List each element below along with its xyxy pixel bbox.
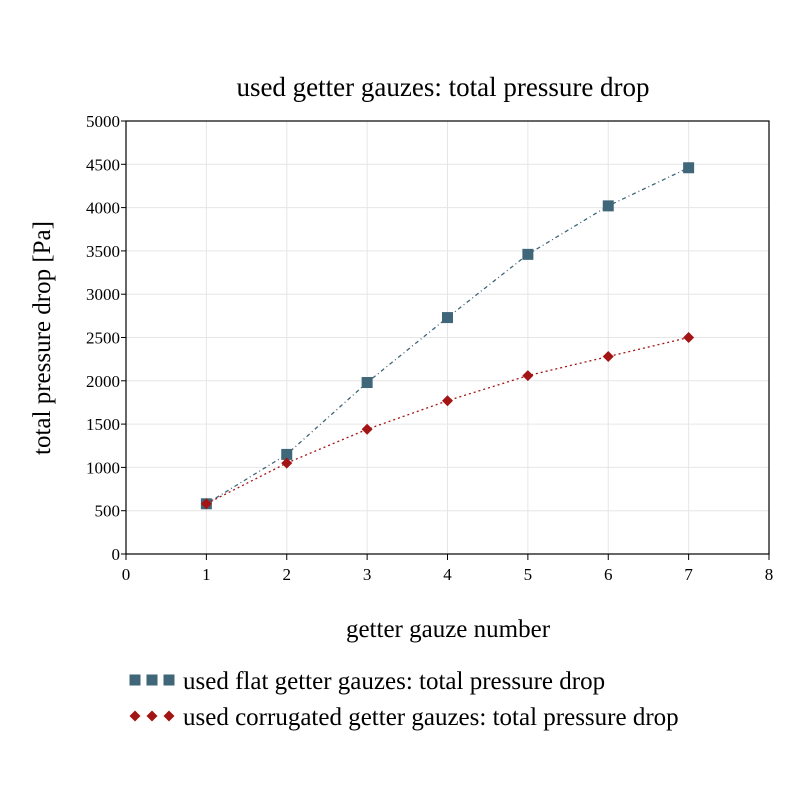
series-0-point-5 (602, 200, 614, 212)
legend-item-0: used flat getter gauzes: total pressure … (129, 668, 605, 695)
x-tick-label-7: 7 (684, 565, 693, 584)
series-0-point-6 (683, 162, 695, 174)
series-1-point-5 (602, 351, 614, 363)
grid (126, 121, 769, 554)
y-tick-label-0: 0 (112, 545, 121, 564)
legend-item-1: used corrugated getter gauzes: total pre… (129, 704, 679, 731)
series-1-point-0 (200, 498, 212, 510)
legend-marker-1-0 (129, 710, 141, 722)
series-1 (200, 332, 695, 510)
series-1-point-2 (361, 423, 373, 435)
y-tick-label-8: 4000 (86, 199, 120, 218)
x-axis-label: getter gauze number (346, 616, 551, 643)
y-axis: 0 500 1000 1500 2000 2500 3000 3500 4000 4500 5000 (86, 112, 126, 564)
legend-marker-0-1 (146, 674, 158, 686)
series-0-point-3 (442, 312, 453, 324)
y-tick-label-6: 3000 (86, 285, 120, 304)
x-tick-label-5: 5 (524, 565, 533, 584)
legend-marker-1-1 (146, 710, 158, 722)
y-tick-label-1: 500 (95, 502, 121, 521)
y-tick-label-9: 4500 (86, 155, 120, 174)
series-1-point-3 (442, 395, 453, 407)
legend: used flat getter gauzes: total pressure … (129, 668, 679, 731)
series-0-point-4 (522, 248, 534, 260)
y-tick-label-3: 1500 (86, 415, 120, 434)
legend-label-0: used flat getter gauzes: total pressure … (183, 668, 605, 695)
x-tick-label-2: 2 (283, 565, 292, 584)
y-tick-label-2: 1000 (86, 458, 120, 477)
x-tick-label-8: 8 (765, 565, 774, 584)
series-layer (200, 162, 695, 510)
y-tick-label-5: 2500 (86, 329, 120, 348)
x-axis: 0 1 2 3 4 5 6 7 8 (122, 554, 774, 584)
x-tick-label-0: 0 (122, 565, 131, 584)
y-tick-label-10: 5000 (86, 112, 120, 131)
legend-marker-0-2 (163, 674, 175, 686)
chart-title: used getter gauzes: total pressure drop (236, 72, 649, 102)
x-tick-label-3: 3 (363, 565, 372, 584)
series-0-point-2 (361, 377, 373, 389)
series-1-point-6 (683, 332, 695, 343)
series-0-point-1 (281, 448, 293, 460)
y-axis-label: total pressure drop [Pa] (29, 221, 56, 455)
x-tick-label-1: 1 (202, 565, 211, 584)
series-1-point-1 (281, 457, 293, 469)
x-tick-label-4: 4 (443, 565, 452, 584)
y-tick-label-4: 2000 (86, 372, 120, 391)
legend-marker-1-2 (163, 710, 175, 722)
y-tick-label-7: 3500 (86, 242, 120, 261)
x-tick-label-6: 6 (604, 565, 613, 584)
legend-label-1: used corrugated getter gauzes: total pre… (183, 704, 679, 731)
legend-marker-0-0 (129, 674, 141, 686)
series-1-point-4 (522, 370, 534, 382)
